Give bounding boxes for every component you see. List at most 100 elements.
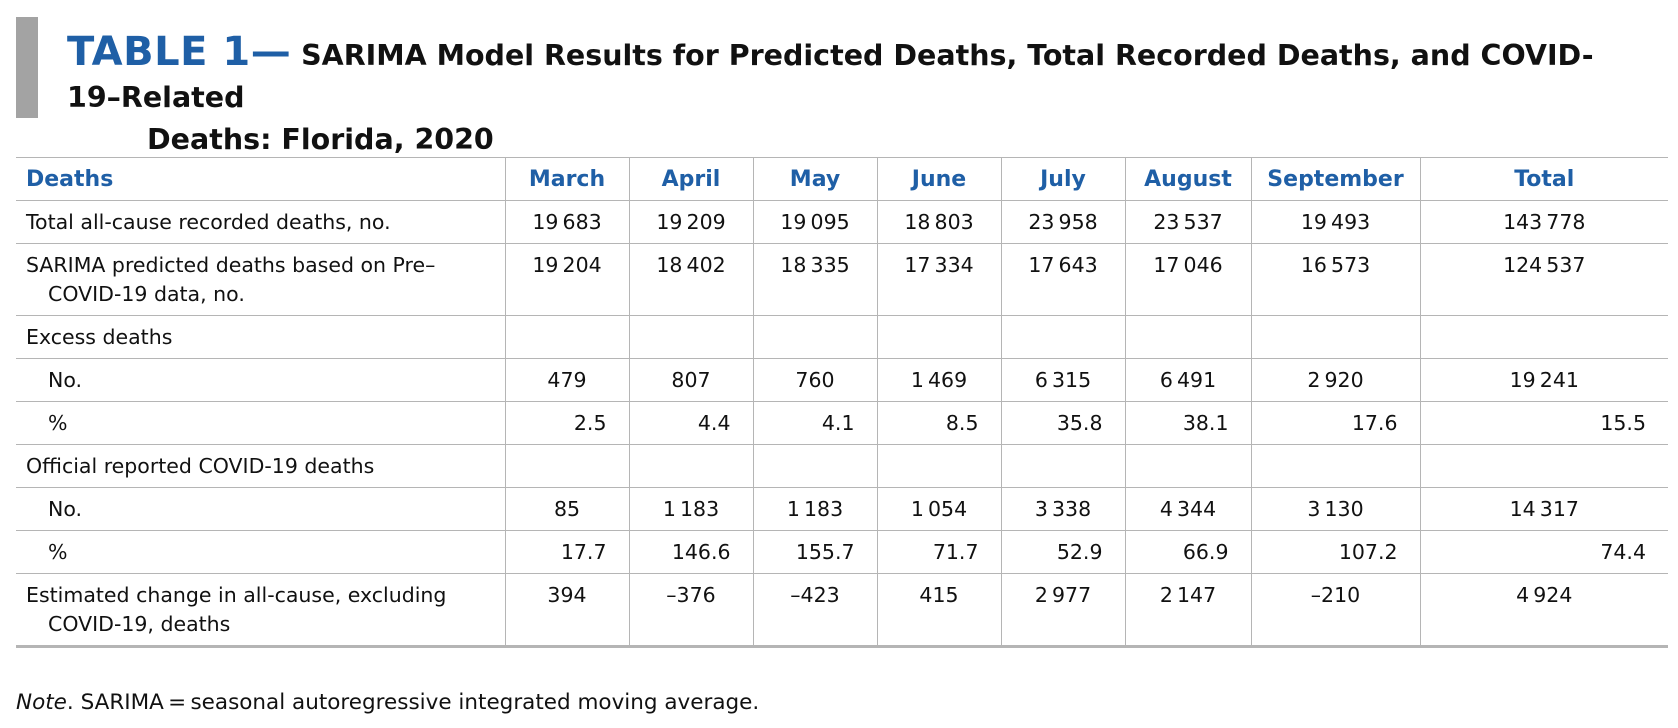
table-cell: 52.9: [1000, 530, 1125, 574]
col-header-total: Total: [1419, 157, 1668, 201]
table-row: Official reported COVID-19 deaths: [16, 444, 1668, 488]
table-cell: 17.6: [1250, 401, 1420, 445]
table-cell: 4 344: [1124, 487, 1251, 531]
table-cell: [1250, 315, 1420, 359]
table-cell: 17 334: [876, 243, 1001, 316]
table-cell: 479: [504, 358, 629, 402]
table-cell: [1124, 315, 1251, 359]
table-cell: 1 469: [876, 358, 1001, 402]
table-cell: 17 643: [1000, 243, 1125, 316]
table-cell: 71.7: [876, 530, 1001, 574]
table-cell: 1 054: [876, 487, 1001, 531]
table-cell: [504, 444, 629, 488]
table-cell: [752, 444, 877, 488]
table-row: SARIMA predicted deaths based on Pre–COV…: [16, 243, 1668, 316]
table-cell: [876, 315, 1001, 359]
table-cell: [628, 444, 753, 488]
table-cell: 2 977: [1000, 573, 1125, 648]
table-cell: 14 317: [1419, 487, 1668, 531]
table-cell: 19 493: [1250, 200, 1420, 244]
table-row: % 17.7 146.6 155.7 71.7 52.9 66.9 107.2 …: [16, 530, 1668, 574]
table-cell: [628, 315, 753, 359]
table-cell: 74.4: [1419, 530, 1668, 574]
data-table: Deaths March April May June July August …: [16, 157, 1668, 648]
col-header-deaths: Deaths: [16, 157, 505, 201]
table-cell: 3 130: [1250, 487, 1420, 531]
row-label: No.: [16, 358, 505, 402]
table-cell: –210: [1250, 573, 1420, 648]
table-cell: [752, 315, 877, 359]
col-header-september: September: [1250, 157, 1420, 201]
table-cell: 23 958: [1000, 200, 1125, 244]
table-cell: 18 803: [876, 200, 1001, 244]
table-cell: 19 683: [504, 200, 629, 244]
row-label: No.: [16, 487, 505, 531]
table-cell: [1250, 444, 1420, 488]
table-cell: 17.7: [504, 530, 629, 574]
row-label: Excess deaths: [16, 315, 505, 359]
table-cell: 19 241: [1419, 358, 1668, 402]
table-cell: 394: [504, 573, 629, 648]
table-row: No. 479 807 760 1 469 6 315 6 491 2 920 …: [16, 358, 1668, 402]
table-cell: 4.4: [628, 401, 753, 445]
table-row: Estimated change in all-cause, excluding…: [16, 573, 1668, 648]
col-header-march: March: [504, 157, 629, 201]
table-cell: 4.1: [752, 401, 877, 445]
table-cell: [504, 315, 629, 359]
header-row: Deaths March April May June July August …: [16, 157, 1668, 201]
table-cell: 23 537: [1124, 200, 1251, 244]
table-cell: 19 209: [628, 200, 753, 244]
table-cell: 35.8: [1000, 401, 1125, 445]
table-note: Note. SARIMA = seasonal autoregressive i…: [16, 690, 759, 715]
table-cell: 18 402: [628, 243, 753, 316]
col-header-may: May: [752, 157, 877, 201]
table-cell: –376: [628, 573, 753, 648]
col-header-august: August: [1124, 157, 1251, 201]
note-text: . SARIMA = seasonal autoregressive integ…: [66, 690, 760, 715]
table-cell: 1 183: [752, 487, 877, 531]
table-row: Total all-cause recorded deaths, no. 19 …: [16, 200, 1668, 244]
row-label: Total all-cause recorded deaths, no.: [16, 200, 505, 244]
table-cell: 3 338: [1000, 487, 1125, 531]
table-cell: 18 335: [752, 243, 877, 316]
table-row: Excess deaths: [16, 315, 1668, 359]
table-cell: 2 920: [1250, 358, 1420, 402]
table-title-line1: SARIMA Model Results for Predicted Death…: [67, 39, 1594, 114]
table-cell: 2 147: [1124, 573, 1251, 648]
table-cell: [1000, 444, 1125, 488]
note-label: Note: [16, 690, 67, 715]
table-cell: 107.2: [1250, 530, 1420, 574]
table-cell: 66.9: [1124, 530, 1251, 574]
table-cell: 143 778: [1419, 200, 1668, 244]
table-cell: [876, 444, 1001, 488]
row-label: Official reported COVID-19 deaths: [16, 444, 505, 488]
table-cell: 17 046: [1124, 243, 1251, 316]
table-cell: 6 491: [1124, 358, 1251, 402]
table-cell: 807: [628, 358, 753, 402]
table-cell: 15.5: [1419, 401, 1668, 445]
table-cell: 6 315: [1000, 358, 1125, 402]
table-cell: 19 095: [752, 200, 877, 244]
table-cell: 415: [876, 573, 1001, 648]
table-cell: –423: [752, 573, 877, 648]
table-cell: 146.6: [628, 530, 753, 574]
table-cell: 1 183: [628, 487, 753, 531]
table-cell: 16 573: [1250, 243, 1420, 316]
table-row: % 2.5 4.4 4.1 8.5 35.8 38.1 17.6 15.5: [16, 401, 1668, 445]
table-title: TABLE 1— SARIMA Model Results for Predic…: [67, 31, 1647, 161]
table-cell: [1419, 444, 1668, 488]
table-title-line2: Deaths: Florida, 2020: [147, 123, 494, 156]
col-header-june: June: [876, 157, 1001, 201]
table-cell: 4 924: [1419, 573, 1668, 648]
table-cell: 38.1: [1124, 401, 1251, 445]
table-cell: 2.5: [504, 401, 629, 445]
table-cell: 124 537: [1419, 243, 1668, 316]
table-number-label: TABLE 1—: [67, 29, 292, 75]
table-cell: 85: [504, 487, 629, 531]
row-label: %: [16, 401, 505, 445]
table-cell: 8.5: [876, 401, 1001, 445]
table-row: No. 85 1 183 1 183 1 054 3 338 4 344 3 1…: [16, 487, 1668, 531]
row-label: Estimated change in all-cause, excluding…: [16, 573, 505, 648]
table-cell: 155.7: [752, 530, 877, 574]
table-cell: 19 204: [504, 243, 629, 316]
